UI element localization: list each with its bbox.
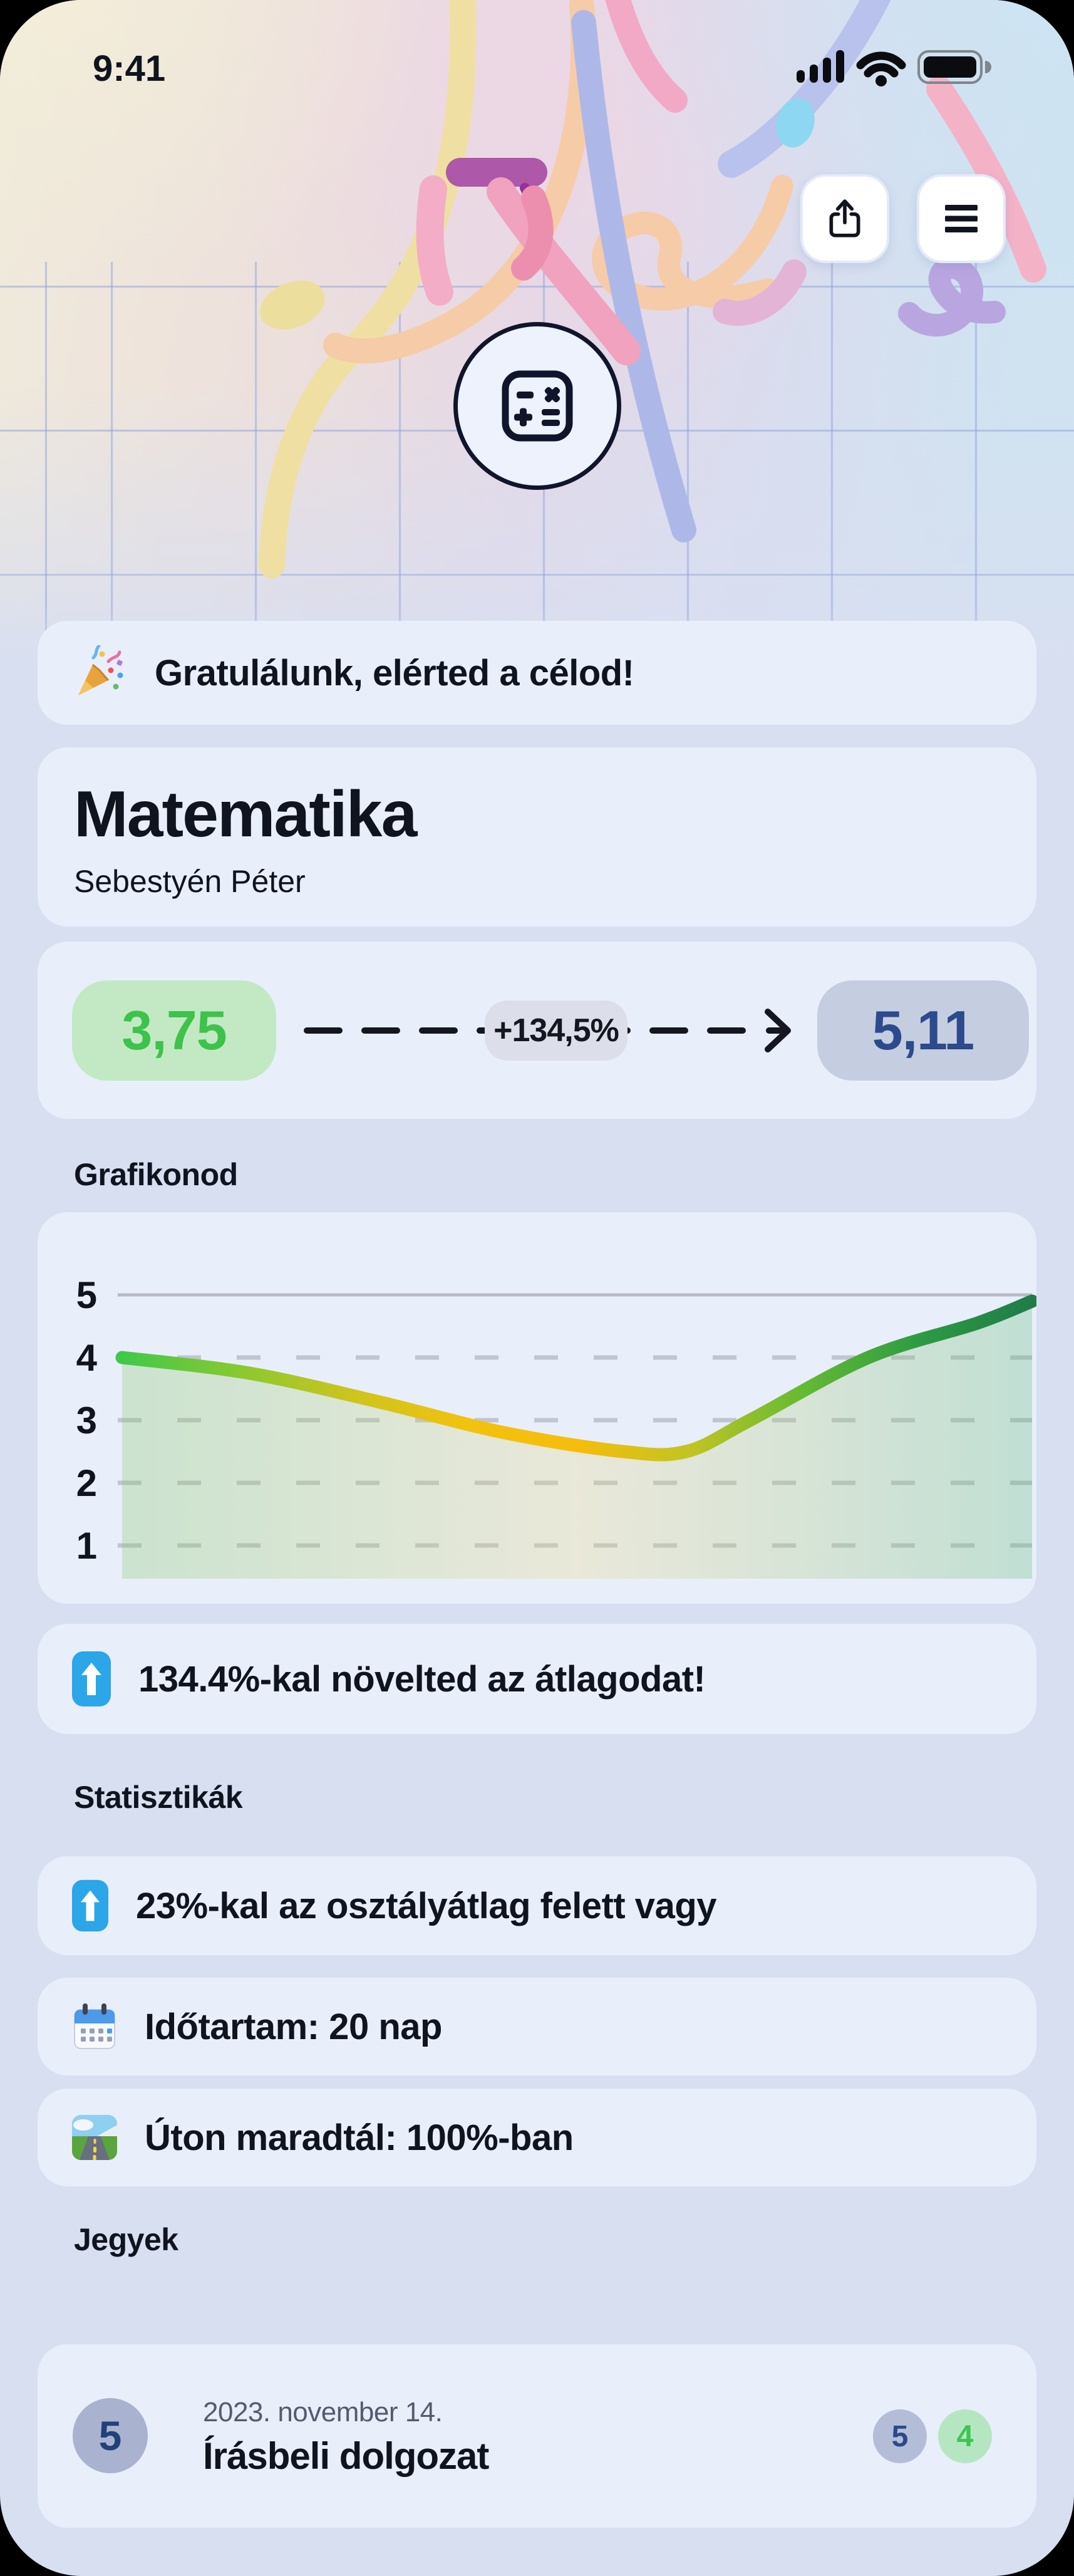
grade-date: 2023. november 14. [203,2397,443,2428]
average-change-pill: +134,5% [485,1000,627,1061]
calendar-icon [74,2003,115,2049]
stat-text: Úton maradtál: 100%-ban [145,2117,574,2158]
section-title-stats: Statisztikák [74,1780,243,1815]
chart-gridlines [118,1293,1032,1548]
average-progress-card: 3,75 +134,5% 5,11 [38,942,1036,1119]
svg-text:4: 4 [76,1337,98,1379]
svg-text:1: 1 [76,1525,97,1567]
share-icon [829,199,860,237]
dashed-arrow-connector [304,1009,791,1052]
stat-row-duration: Időtartam: 20 nap [38,1978,1036,2075]
calculator-icon [502,370,573,442]
svg-text:3: 3 [76,1400,97,1441]
subject-hero-badge [453,322,621,490]
stat-text: 23%-kal az osztályátlag felett vagy [136,1885,717,1926]
grade-title: Írásbeli dolgozat [203,2435,489,2477]
svg-text:2: 2 [76,1462,97,1504]
wifi-dot [875,75,887,86]
chart-line [115,1294,1036,1462]
section-title-grades: Jegyek [74,2222,178,2257]
menu-icon [945,205,978,232]
stat-row-on-track: Úton maradtál: 100%-ban [38,2089,1036,2186]
battery-icon [917,50,991,84]
subject-title: Matematika [74,778,417,851]
svg-text:5: 5 [76,1274,97,1316]
grade-list-item[interactable]: 5 2023. november 14. Írásbeli dolgozat 5… [38,2344,1036,2528]
grade-badge-green: 4 [938,2409,992,2463]
up-arrow-icon [72,1879,108,1932]
congrats-text: Gratulálunk, elérted a célod! [155,652,634,693]
status-time: 9:41 [93,48,166,89]
section-title-chart: Grafikonod [74,1157,238,1192]
stat-text: Időtartam: 20 nap [145,2006,442,2047]
subject-card: Matematika Sebestyén Péter [38,747,1036,927]
average-end-pill: 5,11 [817,980,1029,1081]
chart-area-fill [122,1301,1032,1579]
up-arrow-icon [72,1651,111,1706]
highlight-text: 134.4%-kal növelted az átlagodat! [138,1658,706,1700]
subject-student: Sebestyén Péter [74,864,306,899]
share-button[interactable] [800,174,889,263]
chart-card: 1 2 3 4 5 [38,1212,1036,1604]
grade-badge-blue: 5 [873,2409,927,2463]
menu-button[interactable] [917,174,1006,263]
party-popper-icon [78,645,123,695]
confetti-decoration [259,0,1046,578]
signal-icon [797,50,844,83]
congrats-card: Gratulálunk, elérted a célod! [38,621,1036,725]
grade-value-badge: 5 [73,2398,148,2473]
status-icons [797,50,991,86]
wifi-icon [856,51,906,78]
chart-axis-labels: 1 2 3 4 5 [76,1274,98,1567]
stat-row-class-average: 23%-kal az osztályátlag felett vagy [38,1856,1036,1955]
highlight-card: 134.4%-kal növelted az átlagodat! [38,1624,1036,1734]
average-start-pill: 3,75 [72,980,276,1081]
grades-line-chart: 1 2 3 4 5 [76,1274,1036,1579]
motorway-icon [72,2115,117,2160]
